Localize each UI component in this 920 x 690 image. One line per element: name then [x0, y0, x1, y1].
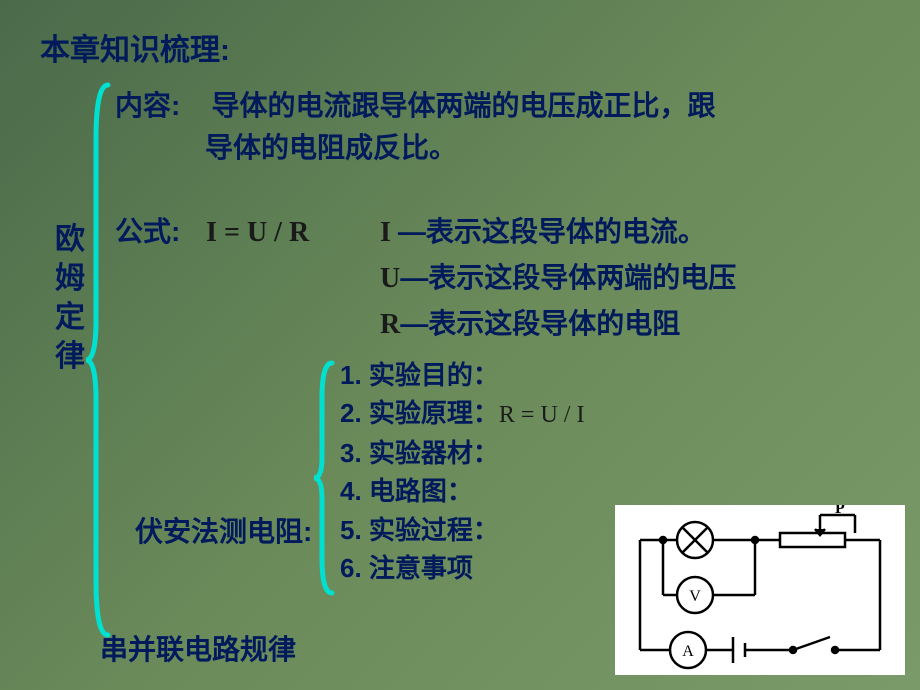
content-text-2: 导体的电阻成反比。 — [205, 127, 895, 169]
a-label: A — [682, 643, 694, 660]
def-U: U—表示这段导体两端的电压 — [380, 256, 736, 302]
formula-equation: I = U / R — [206, 217, 309, 248]
content-section: 内容: 导体的电流跟导体两端的电压成正比，跟 导体的电阻成反比。 — [115, 85, 895, 169]
formula-section: 公式: I = U / R — [115, 210, 309, 250]
main-brace-icon — [82, 80, 114, 640]
v-label: V — [689, 588, 701, 605]
vaf-item-1: 1. 实验目的： — [340, 356, 584, 394]
vaf-item-3: 3. 实验器材： — [340, 434, 584, 472]
vaf-list: 1. 实验目的： 2. 实验原理：R = U / I 3. 实验器材： 4. 电… — [340, 356, 584, 588]
ohms-law-label: 欧姆定律 — [55, 220, 85, 376]
p-label: P — [835, 505, 845, 517]
vaf-item-5: 5. 实验过程： — [340, 511, 584, 549]
page-title: 本章知识梳理: — [40, 25, 230, 69]
def-I: I —表示这段导体的电流。 — [380, 210, 736, 256]
vaf-brace-icon — [310, 358, 338, 598]
circuit-diagram: P V A — [615, 505, 905, 675]
content-label: 内容: — [115, 90, 180, 121]
formula-label: 公式: — [115, 216, 180, 247]
content-text-1: 导体的电流跟导体两端的电压成正比，跟 — [188, 90, 715, 121]
vaf-item-6: 6. 注意事项 — [340, 549, 584, 587]
def-R: R—表示这段导体的电阻 — [380, 302, 736, 348]
vaf-item-4: 4. 电路图： — [340, 472, 584, 510]
vaf-item-2: 2. 实验原理：R = U / I — [340, 394, 584, 434]
vaf-label: 伏安法测电阻: — [135, 510, 312, 550]
series-parallel-label: 串并联电路规律 — [100, 628, 296, 668]
formula-definitions: I —表示这段导体的电流。 U—表示这段导体两端的电压 R—表示这段导体的电阻 — [380, 210, 736, 347]
